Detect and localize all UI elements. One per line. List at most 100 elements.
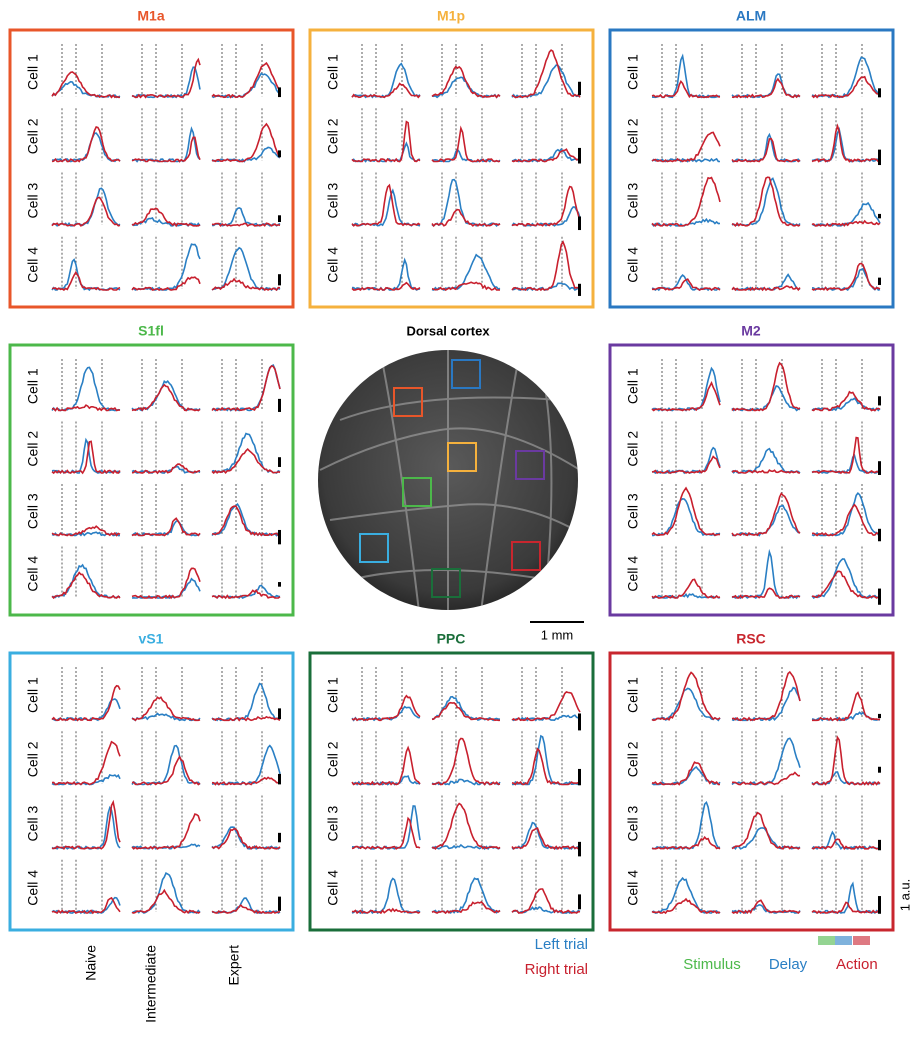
cell-label: Cell 1 [625,368,641,404]
cell-label: Cell 2 [25,118,41,154]
cell-label: Cell 3 [325,806,341,842]
left-trace [812,269,880,290]
cell-label: Cell 3 [25,183,41,219]
right-trace [212,449,280,473]
amplitude-bar [278,774,281,784]
scale-unit: 1 a.u. [897,879,912,912]
left-trace [432,878,500,913]
amplitude-bar [578,769,581,785]
panel-frame [10,30,293,307]
cell-label: Cell 4 [625,247,641,283]
cell-label: Cell 2 [625,118,641,154]
right-trace [732,813,800,849]
amplitude-bar [878,896,881,914]
cell-label: Cell 2 [625,741,641,777]
left-trace [432,180,500,226]
right-trace [812,126,880,162]
cell-label: Cell 4 [325,247,341,283]
amplitude-bar [578,842,581,857]
cell-label: Cell 2 [25,431,41,467]
right-trace [652,837,720,849]
epoch-swatch [853,936,870,945]
panel-frame [10,345,293,615]
cell-label: Cell 1 [325,677,341,713]
amplitude-bar [878,767,881,773]
amplitude-bar [878,214,881,218]
panel-title: PPC [437,631,466,647]
right-trace [812,77,880,98]
right-trace [432,739,500,785]
left-trace [732,449,800,473]
amplitude-bar [278,399,281,412]
stage-label: Naive [83,945,99,981]
cell-label: Cell 1 [325,54,341,90]
panel-frame [310,653,593,930]
amplitude-bar [278,215,281,222]
cell-label: Cell 1 [25,368,41,404]
cell-label: Cell 3 [625,806,641,842]
amplitude-bar [878,589,881,605]
cortex-title: Dorsal cortex [406,323,490,338]
cell-label: Cell 3 [625,183,641,219]
amplitude-bar [278,150,281,157]
left-trace [212,684,280,721]
amplitude-bar [578,284,581,296]
epoch-swatch [818,936,835,945]
cell-label: Cell 2 [325,741,341,777]
panel-frame [610,30,893,307]
left-trace [652,448,720,473]
panel-title: M1p [437,8,465,24]
amplitude-bar [278,833,281,842]
cell-label: Cell 1 [25,54,41,90]
amplitude-bar [278,897,281,911]
amplitude-bar [878,529,881,541]
cell-label: Cell 3 [25,493,41,529]
scale-label: 1 mm [541,627,574,642]
cell-label: Cell 4 [325,870,341,906]
cell-label: Cell 1 [25,677,41,713]
cell-label: Cell 2 [25,741,41,777]
right-trace [212,279,280,290]
epoch-swatch [835,936,852,945]
amplitude-bar [278,457,281,467]
amplitude-bar [878,396,881,405]
panel-title: M2 [741,323,761,339]
panel-title: M1a [137,8,164,24]
amplitude-bar [878,840,881,850]
cell-label: Cell 4 [25,556,41,592]
amplitude-bar [278,87,281,97]
cell-label: Cell 4 [625,556,641,592]
cell-label: Cell 2 [625,431,641,467]
amplitude-bar [278,582,281,587]
amplitude-bar [578,713,581,730]
panel-title: S1fl [138,323,164,339]
epoch-label: Stimulus [683,956,741,973]
right-trace [732,773,800,785]
amplitude-bar [278,274,281,285]
left-trace [132,244,200,290]
cell-label: Cell 4 [25,247,41,283]
right-trace [732,588,800,598]
right-trace [432,804,500,849]
amplitude-bar [878,278,881,285]
cell-label: Cell 1 [625,677,641,713]
right-trace [132,277,200,290]
amplitude-bar [578,894,581,909]
panel-frame [10,653,293,930]
amplitude-bar [278,708,281,719]
cell-label: Cell 2 [325,118,341,154]
cell-label: Cell 4 [25,870,41,906]
amplitude-bar [278,530,281,544]
epoch-label: Delay [769,956,808,973]
right-trace [652,279,720,290]
amplitude-bar [878,461,881,475]
epoch-label: Action [836,956,878,973]
legend-label: Right trial [525,961,588,978]
amplitude-bar [878,150,881,165]
amplitude-bar [578,82,581,95]
page: Dorsal cortex 1 mm M1a Cell 1 Cell 2 Cell 3… [0,0,916,1044]
cell-label: Cell 3 [25,806,41,842]
cell-label: Cell 1 [625,54,641,90]
stage-label: Expert [226,945,242,986]
amplitude-bar [578,216,581,230]
